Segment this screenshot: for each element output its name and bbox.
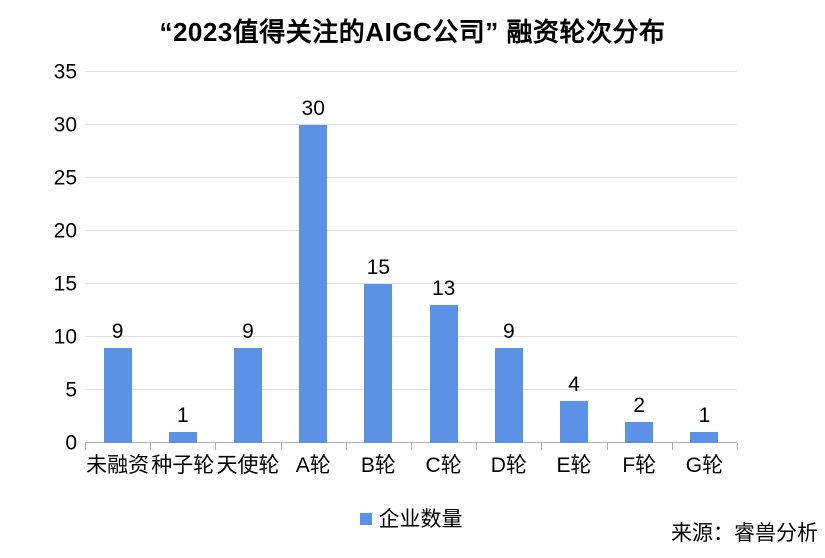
bar — [234, 347, 262, 443]
y-axis-tick-label: 0 — [65, 431, 77, 455]
y-axis-tick-label: 10 — [53, 325, 77, 349]
bar — [494, 347, 523, 443]
y-axis-tick-label: 25 — [53, 166, 77, 190]
x-axis-tick — [606, 443, 608, 450]
bar-group-E轮: 4 — [541, 72, 606, 443]
bar-group-D轮: 9 — [476, 72, 541, 443]
x-axis-tick — [541, 443, 543, 450]
x-axis-tick-label: 未融资 — [86, 454, 150, 477]
y-axis-tick-label: 35 — [53, 60, 77, 84]
x-axis-tick-label: 种子轮 — [151, 454, 215, 477]
x-axis-tick-label: A轮 — [295, 454, 331, 477]
bar — [299, 125, 328, 443]
y-axis-tick-label: 20 — [53, 219, 77, 243]
bar-group-C轮: 13 — [411, 72, 476, 443]
gridline — [85, 389, 737, 390]
bar — [168, 432, 197, 443]
bar-group-未融资: 9 — [85, 72, 150, 443]
x-axis-tick-label: 天使轮 — [216, 454, 280, 477]
x-axis-labels: 未融资 种子轮 天使轮 A轮 B轮 C轮 D轮 E轮 F轮 G轮 — [85, 454, 737, 478]
bar — [560, 400, 589, 443]
bars-layer: 9 1 9 30 15 13 9 4 2 1 — [85, 72, 737, 443]
bar-group-A轮: 30 — [281, 72, 346, 443]
x-axis-tick — [411, 443, 412, 450]
bar-group-种子轮: 1 — [150, 72, 215, 443]
bar — [364, 284, 393, 443]
x-axis-tick-label: D轮 — [490, 454, 527, 477]
x-axis-tick-label: E轮 — [556, 454, 592, 477]
legend-label: 企业数量 — [378, 508, 463, 531]
gridline — [85, 336, 737, 337]
y-axis-tick-label: 15 — [53, 272, 77, 296]
bar-value-label: 1 — [698, 404, 711, 428]
bar — [429, 305, 458, 443]
bar-value-label: 2 — [633, 393, 646, 417]
bar-group-B轮: 15 — [346, 72, 411, 443]
bar-value-label: 13 — [431, 277, 456, 301]
x-axis-tick-label: G轮 — [685, 454, 724, 477]
x-axis-tick — [671, 443, 673, 450]
gridline — [85, 230, 737, 231]
gridline — [85, 283, 737, 284]
bar-value-label: 15 — [366, 256, 391, 279]
legend: 企业数量 — [85, 503, 737, 533]
x-axis-tick-label: F轮 — [622, 454, 657, 477]
bar — [103, 347, 132, 443]
chart-title: “2023值得关注的AIGC公司” 融资轮次分布 — [159, 17, 666, 47]
gridline — [85, 442, 737, 443]
bar-value-label: 30 — [301, 97, 325, 120]
y-axis-tick-label: 5 — [65, 378, 77, 402]
gridline — [85, 177, 737, 178]
bar-value-label: 9 — [111, 319, 124, 343]
plot-area: 0 5 10 15 20 25 30 35 9 1 9 30 15 13 9 4 2 1 未融资 种子轮 天使轮 A轮… — [54, 62, 738, 477]
bar-group-天使轮: 9 — [215, 72, 280, 443]
x-axis-tick-label: B轮 — [360, 454, 396, 477]
x-axis-tick — [150, 443, 152, 450]
bar-value-label: 9 — [242, 319, 254, 343]
x-axis-tick — [345, 443, 347, 450]
gridline — [85, 124, 737, 125]
x-axis-tick — [215, 443, 217, 450]
bar-group-G轮: 1 — [672, 72, 737, 443]
bar-group-F轮: 2 — [607, 72, 672, 443]
source-text: 来源：睿兽分析 — [671, 522, 818, 545]
x-axis-tick — [737, 443, 738, 450]
x-axis-tick — [476, 443, 478, 450]
x-axis-tick-label: C轮 — [425, 454, 462, 477]
bar-value-label: 9 — [502, 319, 515, 343]
gridline — [85, 71, 737, 72]
y-axis-tick-label: 30 — [53, 113, 77, 137]
bar — [625, 421, 654, 443]
x-axis-tick — [280, 443, 282, 450]
bar-value-label: 4 — [568, 372, 580, 396]
bar-value-label: 1 — [176, 404, 189, 428]
bar — [690, 432, 719, 443]
x-axis-tick — [85, 443, 86, 450]
legend-square-icon — [359, 513, 372, 525]
